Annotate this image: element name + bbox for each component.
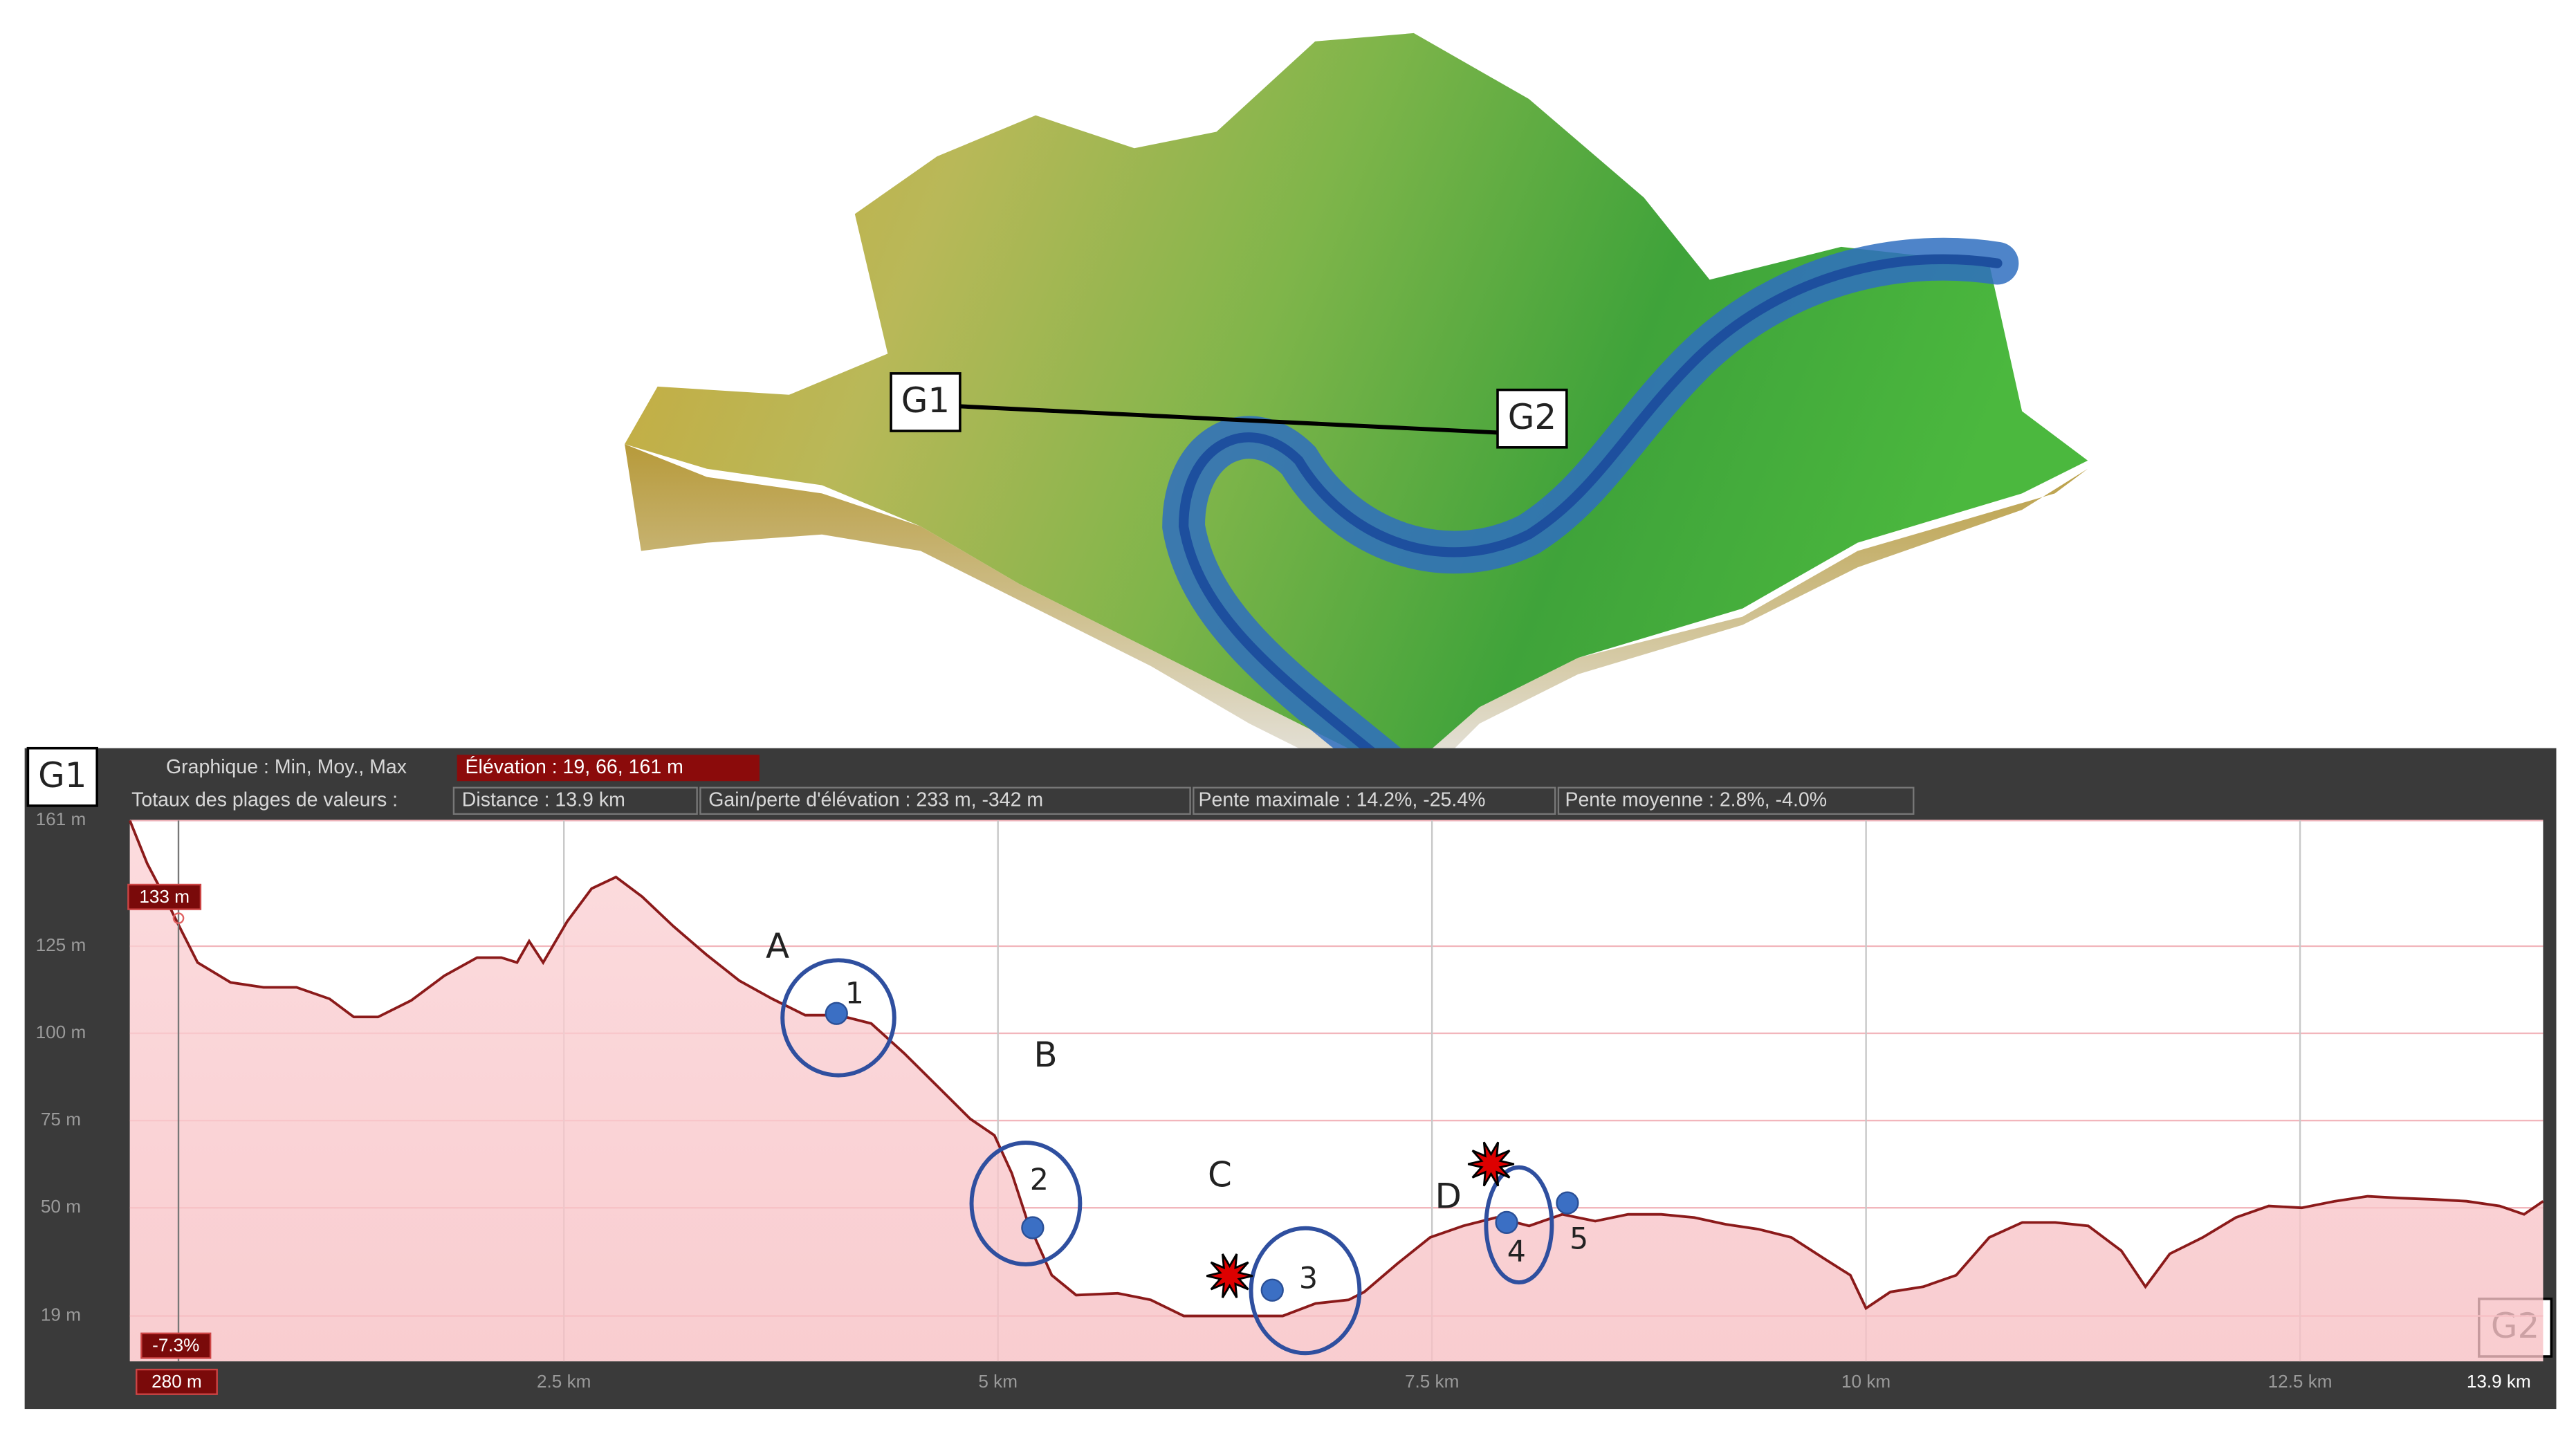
header-text: Pente maximale : 14.2%, -25.4%	[1198, 789, 1485, 811]
terrain-surface	[625, 33, 2088, 765]
y-tick-label: 100 m	[36, 1022, 86, 1042]
x-tick-label: 13.9 km	[2467, 1371, 2531, 1392]
marker	[1260, 1278, 1284, 1302]
annotation: B	[1033, 1035, 1057, 1075]
profile-line	[959, 404, 1498, 435]
map-label: G1	[901, 380, 950, 421]
y-tick-label: 75 m	[41, 1109, 81, 1130]
marker	[1021, 1216, 1045, 1239]
y-tick-label: 19 m	[41, 1304, 81, 1325]
header-text: Graphique : Min, Moy., Max	[166, 756, 407, 778]
highlight-ring	[1249, 1226, 1362, 1356]
header-box	[457, 755, 760, 782]
cursor-elevation-box	[127, 883, 202, 910]
header-box	[1557, 786, 1915, 815]
header-text: Élévation : 19, 66, 161 m	[466, 756, 683, 778]
header-text: Totaux des plages de valeurs :	[131, 789, 398, 811]
marker-label: 3	[1299, 1261, 1318, 1296]
marker	[1495, 1210, 1518, 1235]
label-box	[890, 372, 962, 432]
y-tick-label: 125 m	[36, 934, 86, 955]
cursor-distance: 280 m	[151, 1371, 202, 1392]
x-tick-label: 7.5 km	[1405, 1371, 1459, 1392]
highlight-ring	[969, 1141, 1083, 1266]
marker-label: 5	[1570, 1221, 1588, 1256]
cursor-slope: -7.3%	[152, 1335, 199, 1356]
label-box	[26, 746, 98, 807]
x-tick-label: 5 km	[978, 1371, 1018, 1392]
river-channel	[1178, 254, 2003, 778]
header-box	[452, 786, 698, 815]
label-box	[1496, 388, 1568, 449]
elevation-profile: Graphique : Min, Moy., Max Élévation : 1…	[24, 746, 2557, 1410]
cursor-point	[172, 912, 185, 924]
header-text: Gain/perte d'élévation : 233 m, -342 m	[708, 789, 1043, 811]
marker-label: 1	[845, 977, 864, 1011]
highlight-ring	[780, 958, 896, 1078]
area	[129, 820, 2543, 1362]
annotation: C	[1208, 1154, 1232, 1195]
header-text: Pente moyenne : 2.8%, -4.0%	[1565, 789, 1827, 811]
header-text: Distance : 13.9 km	[462, 789, 625, 811]
annotation: A	[766, 926, 789, 966]
map-label: G2	[1508, 397, 1556, 437]
terrain: G1 G2	[625, 33, 2088, 795]
marker-label: 4	[1507, 1235, 1526, 1269]
header-box	[699, 786, 1191, 815]
y-tick-label: 50 m	[41, 1196, 81, 1217]
chart-label: G1	[38, 755, 86, 795]
cursor-slope-box	[140, 1332, 212, 1359]
header-box	[1193, 786, 1556, 815]
marker	[1556, 1191, 1579, 1215]
cursor-elevation: 133 m	[139, 886, 190, 907]
x-tick-label: 10 km	[1841, 1371, 1890, 1392]
highlight-ring	[1484, 1165, 1554, 1285]
x-tick-label: 2.5 km	[537, 1371, 591, 1392]
y-tick-label: 161 m	[36, 809, 86, 829]
cursor-distance-box	[136, 1368, 218, 1395]
event-star	[1206, 1253, 1253, 1298]
annotation: D	[1435, 1176, 1461, 1216]
event-star	[1467, 1141, 1515, 1187]
marker	[825, 1002, 848, 1025]
x-tick-label: 12.5 km	[2268, 1371, 2333, 1392]
line	[128, 820, 2544, 1318]
marker-label: 2	[1030, 1163, 1049, 1197]
